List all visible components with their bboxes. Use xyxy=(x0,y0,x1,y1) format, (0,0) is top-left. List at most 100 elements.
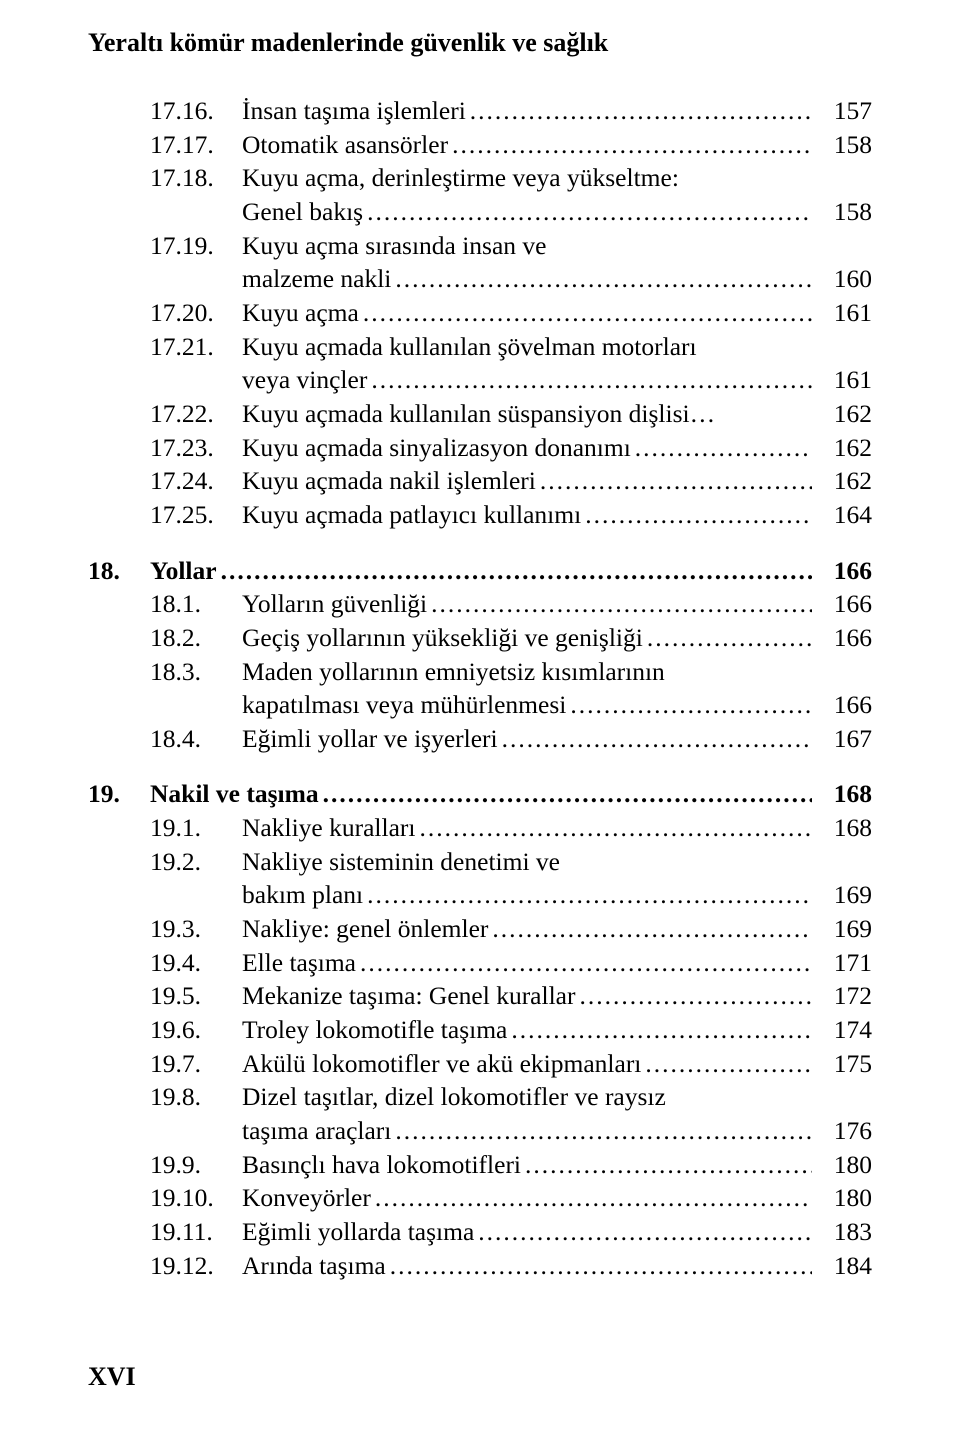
toc-entry-number: 19.3. xyxy=(88,912,242,946)
toc-entry-number: 17.23. xyxy=(88,431,242,465)
toc-page-number: 180 xyxy=(812,1181,872,1215)
toc-entry-number: 18.2. xyxy=(88,621,242,655)
toc-entry-number: 17.16. xyxy=(88,94,242,128)
toc-entry: 19.11.Eğimli yollarda taşıma183 xyxy=(88,1215,872,1249)
toc-entry-text: Akülü lokomotifler ve akü ekipmanları xyxy=(242,1047,641,1081)
toc-entry-text: Dizel taşıtlar, dizel lokomotifler ve ra… xyxy=(242,1080,666,1114)
toc-entry: 19.3.Nakliye: genel önlemler 169 xyxy=(88,912,872,946)
toc-entry: 19.5.Mekanize taşıma: Genel kurallar172 xyxy=(88,979,872,1013)
toc-entry-number: 19.12. xyxy=(88,1249,242,1283)
toc-entry-number: 17.19. xyxy=(88,229,242,263)
toc-entry-text: Mekanize taşıma: Genel kurallar xyxy=(242,979,575,1013)
toc-leader-dots xyxy=(427,587,812,621)
toc-entry: 17.22.Kuyu açmada kullanılan süspansiyon… xyxy=(88,397,872,431)
toc-entry: 19.9.Basınçlı hava lokomotifleri180 xyxy=(88,1148,872,1182)
toc-leader-dots xyxy=(359,296,812,330)
toc-entry-number: 18.1. xyxy=(88,587,242,621)
toc-leader-dots xyxy=(448,128,812,162)
toc-page-number: 166 xyxy=(812,688,872,722)
toc-entry: 17.19.Kuyu açma sırasında insan ve xyxy=(88,229,872,263)
toc-continuation: kapatılması veya mühürlenmesi166 xyxy=(88,688,872,722)
page: Yeraltı kömür madenlerinde güvenlik ve s… xyxy=(0,0,960,1446)
toc-entry-text: Kuyu açmada patlayıcı kullanımı xyxy=(242,498,581,532)
toc-page-number: 166 xyxy=(812,621,872,655)
toc-leader-dots xyxy=(363,878,812,912)
toc-entry-text: Yolların güvenliği xyxy=(242,587,427,621)
toc-page-number: 184 xyxy=(812,1249,872,1283)
toc-page-number: 169 xyxy=(812,912,872,946)
toc-section-heading: 18.Yollar166 xyxy=(88,554,872,588)
toc-entry-text: Kuyu açmada kullanılan şövelman motorlar… xyxy=(242,330,697,364)
toc-entry-number: 17.21. xyxy=(88,330,242,364)
toc-entry: 19.2.Nakliye sisteminin denetimi ve xyxy=(88,845,872,879)
toc-leader-dots xyxy=(217,554,812,588)
toc-entry-number: 19.9. xyxy=(88,1148,242,1182)
toc-leader-dots xyxy=(536,464,812,498)
toc-leader-dots xyxy=(488,912,812,946)
toc-entry-text: Arında taşıma xyxy=(242,1249,386,1283)
toc-entry: 19.1.Nakliye kuralları168 xyxy=(88,811,872,845)
toc-entry-text: Nakliye: genel önlemler xyxy=(242,912,488,946)
toc-leader-dots xyxy=(641,1047,812,1081)
toc-entry-number: 18. xyxy=(88,554,150,588)
toc-page-number: 169 xyxy=(812,878,872,912)
toc-section-heading: 19.Nakil ve taşıma168 xyxy=(88,777,872,811)
toc-leader-dots xyxy=(391,262,812,296)
toc-page-number: 175 xyxy=(812,1047,872,1081)
running-head: Yeraltı kömür madenlerinde güvenlik ve s… xyxy=(88,28,872,58)
toc-entry-number: 18.4. xyxy=(88,722,242,756)
toc-page-number: 160 xyxy=(812,262,872,296)
toc-page-number: 171 xyxy=(812,946,872,980)
toc-page-number: 161 xyxy=(812,363,872,397)
toc-entry-number: 17.24. xyxy=(88,464,242,498)
section-gap xyxy=(88,755,872,777)
toc-leader-dots xyxy=(319,777,812,811)
toc-leader-dots xyxy=(386,1249,812,1283)
toc-entry: 19.6.Troley lokomotifle taşıma174 xyxy=(88,1013,872,1047)
toc-entry-number: 19.1. xyxy=(88,811,242,845)
toc-leader-dots xyxy=(466,94,812,128)
toc-entry-text: Genel bakış xyxy=(242,195,363,229)
toc-leader-dots xyxy=(474,1215,812,1249)
toc-entry-number: 17.18. xyxy=(88,161,242,195)
toc-leader-dots xyxy=(391,1114,812,1148)
toc-entry-text: Elle taşıma xyxy=(242,946,356,980)
toc-entry: 19.4.Elle taşıma171 xyxy=(88,946,872,980)
toc-continuation: bakım planı169 xyxy=(88,878,872,912)
toc-page-number: 180 xyxy=(812,1148,872,1182)
toc-entry-text: malzeme nakli xyxy=(242,262,391,296)
toc-leader-dots xyxy=(498,722,812,756)
toc-entry-text: Maden yollarının emniyetsiz kısımlarının xyxy=(242,655,665,689)
toc-entry-text: Konveyörler xyxy=(242,1181,371,1215)
toc-page-number: 158 xyxy=(812,128,872,162)
toc-entry-number: 17.17. xyxy=(88,128,242,162)
toc-leader-dots xyxy=(415,811,812,845)
toc-leader-dots xyxy=(507,1013,812,1047)
toc-entry: 19.12.Arında taşıma 184 xyxy=(88,1249,872,1283)
toc-entry: 18.4.Eğimli yollar ve işyerleri167 xyxy=(88,722,872,756)
toc-continuation: veya vinçler161 xyxy=(88,363,872,397)
toc-entry: 17.18.Kuyu açma, derinleştirme veya yüks… xyxy=(88,161,872,195)
toc-entry: 19.8.Dizel taşıtlar, dizel lokomotifler … xyxy=(88,1080,872,1114)
toc-entry-number: 19.11. xyxy=(88,1215,242,1249)
toc-leader-dots xyxy=(575,979,812,1013)
toc-continuation: malzeme nakli 160 xyxy=(88,262,872,296)
toc-entry-text: Kuyu açma, derinleştirme veya yükseltme: xyxy=(242,161,679,195)
toc-entry: 19.10.Konveyörler180 xyxy=(88,1181,872,1215)
toc-entry: 18.3.Maden yollarının emniyetsiz kısımla… xyxy=(88,655,872,689)
toc-entry-text: İnsan taşıma işlemleri xyxy=(242,94,466,128)
toc-page-number: 161 xyxy=(812,296,872,330)
toc-entry: 18.2.Geçiş yollarının yüksekliği ve geni… xyxy=(88,621,872,655)
toc-entry: 17.21.Kuyu açmada kullanılan şövelman mo… xyxy=(88,330,872,364)
toc-leader-dots xyxy=(521,1148,812,1182)
toc-entry: 19.7.Akülü lokomotifler ve akü ekipmanla… xyxy=(88,1047,872,1081)
toc-entry-number: 17.22. xyxy=(88,397,242,431)
toc-page-number: 183 xyxy=(812,1215,872,1249)
toc-entry-text: Nakliye kuralları xyxy=(242,811,415,845)
toc-continuation: taşıma araçları176 xyxy=(88,1114,872,1148)
toc-entry: 17.17.Otomatik asansörler158 xyxy=(88,128,872,162)
toc-entry-text: Kuyu açma sırasında insan ve xyxy=(242,229,547,263)
toc-entry: 17.25.Kuyu açmada patlayıcı kullanımı164 xyxy=(88,498,872,532)
section-gap xyxy=(88,532,872,554)
toc-leader-dots xyxy=(363,195,812,229)
